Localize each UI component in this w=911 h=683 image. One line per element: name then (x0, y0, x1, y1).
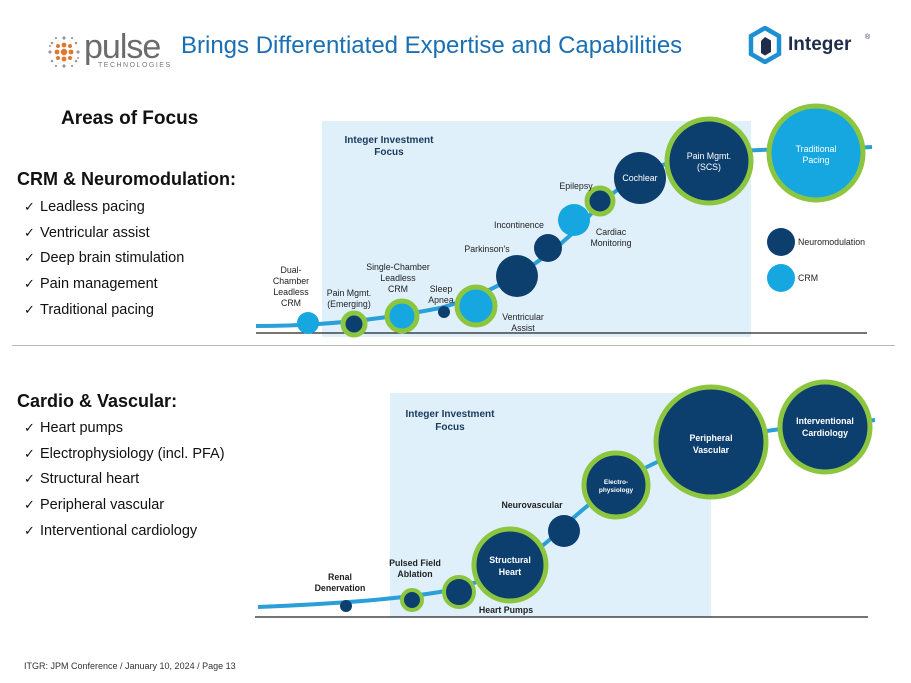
bubble-sleep-apnea (438, 306, 450, 318)
bubble-cochlear (614, 152, 666, 204)
label-single-chamber: Single-Chamber Leadless CRM (366, 262, 430, 294)
list-item: ✓ Structural heart (24, 466, 225, 492)
list-item: ✓ Interventional cardiology (24, 518, 225, 544)
list-item-label: Heart pumps (40, 420, 124, 436)
bubble-renal-denervation (340, 600, 352, 612)
list-item-label: Deep brain stimulation (40, 250, 185, 267)
legend-crm-label: CRM (798, 273, 818, 283)
label-pain-emerging: Pain Mgmt. (Emerging) (327, 288, 372, 309)
integer-hexagon-icon (748, 26, 782, 64)
list-item: ✓ Electrophysiology (incl. PFA) (24, 441, 225, 467)
bubble-interventional-cardiology (777, 379, 873, 475)
list-item: ✓ Leadless pacing (24, 194, 184, 220)
bubble-single-chamber (384, 298, 420, 334)
list-item-label: Interventional cardiology (40, 522, 198, 539)
bubble-traditional-pacing (766, 103, 866, 203)
list-item: ✓ Peripheral vascular (24, 492, 225, 518)
integer-logo-mark: ® (865, 34, 871, 41)
pulse-logo-word: pulse (84, 28, 161, 66)
label-electrophysiology: Electro-physiology (599, 479, 634, 494)
list-item: ✓ Heart pumps (24, 415, 225, 441)
bubble-dual-chamber (297, 312, 319, 334)
list-item-label: Structural heart (40, 471, 140, 488)
list-item: ✓ Deep brain stimulation (24, 245, 184, 271)
bubble-pain-emerging (340, 310, 368, 338)
investment-box-title: Integer Investment Focus (345, 135, 435, 158)
label-epilepsy: Epilepsy (559, 181, 593, 191)
label-peripheral-vascular: Peripheral Vascular (689, 433, 732, 455)
label-pulsed-field-ablation: Pulsed Field Ablation (389, 558, 441, 579)
label-incontinence: Incontinence (494, 220, 544, 230)
bubble-neurovascular (548, 515, 580, 547)
label-pain-scs: Pain Mgmt. (SCS) (687, 151, 732, 172)
list-item-label: Pain management (40, 276, 158, 293)
bubble-pulsed-field-ablation (400, 588, 424, 612)
check-icon: ✓ (24, 445, 35, 461)
check-icon: ✓ (24, 497, 35, 513)
section-heading-crm: CRM & Neuromodulation: (17, 169, 236, 189)
list-item: ✓ Traditional pacing (24, 297, 184, 323)
legend-neuromodulation-label: Neuromodulation (798, 237, 865, 247)
list-item-label: Ventricular assist (40, 224, 150, 241)
check-icon: ✓ (24, 250, 35, 266)
label-dual-chamber: Dual-Chamber Leadless CRM (273, 265, 309, 308)
legend-crm-swatch (767, 264, 795, 292)
section-divider (12, 345, 895, 346)
label-cochlear: Cochlear (622, 173, 657, 183)
label-interventional-cardiology: Interventional Cardiology (796, 416, 854, 438)
cardio-focus-list: ✓ Heart pumps ✓ Electrophysiology (incl. P… (24, 415, 225, 543)
label-traditional-pacing: Traditional Pacing (796, 144, 837, 165)
page-footer: ITGR: JPM Conference / January 10, 2024 … (24, 661, 236, 671)
label-ventricular-assist: Ventricular Assist (502, 312, 544, 333)
check-icon: ✓ (24, 276, 35, 292)
integer-logo: Integer ® (748, 26, 878, 66)
label-cardiac-monitoring: Cardiac Monitoring (590, 227, 631, 248)
list-item-label: Electrophysiology (incl. PFA) (40, 445, 225, 462)
check-icon: ✓ (24, 199, 35, 214)
list-item-label: Leadless pacing (40, 199, 145, 215)
check-icon: ✓ (24, 224, 35, 240)
label-neurovascular: Neurovascular (501, 500, 563, 510)
check-icon: ✓ (24, 522, 35, 538)
check-icon: ✓ (24, 301, 35, 317)
bubble-epilepsy (584, 185, 616, 217)
list-item: ✓ Ventricular assist (24, 220, 184, 246)
label-parkinsons: Parkinson's (464, 244, 510, 254)
crm-focus-list: ✓ Leadless pacing ✓ Ventricular assist ✓ De… (24, 194, 184, 322)
investment-box-title: Integer Investment Focus (406, 409, 496, 433)
label-structural-heart: Structural Heart (489, 555, 531, 577)
pulse-logo-sub: TECHNOLOGIES (98, 62, 172, 69)
pulse-dots-icon (48, 36, 80, 68)
legend-neuromodulation-swatch (767, 228, 795, 256)
list-item-label: Peripheral vascular (40, 497, 165, 514)
pulse-technologies-logo: pulse TECHNOLOGIES (46, 28, 170, 72)
bubble-parkinsons (496, 255, 538, 297)
check-icon: ✓ (24, 471, 35, 487)
bubble-cardiac-monitoring (558, 204, 590, 236)
bubble-pain-scs (664, 116, 754, 206)
check-icon: ✓ (24, 420, 35, 435)
list-item: ✓ Pain management (24, 271, 184, 297)
section-heading-cardio: Cardio & Vascular: (17, 391, 178, 411)
bubble-heart-pumps (442, 575, 476, 609)
bubble-ventricular-assist (454, 284, 498, 328)
areas-of-focus-heading: Areas of Focus (61, 108, 199, 129)
integer-logo-word: Integer (788, 34, 852, 55)
bubble-peripheral-vascular (653, 384, 769, 500)
label-heart-pumps: Heart Pumps (479, 605, 533, 615)
bubble-structural-heart (471, 526, 549, 604)
bubble-electrophysiology (581, 450, 651, 520)
label-renal-denervation: Renal Denervation (315, 572, 366, 593)
label-sleep-apnea: Sleep Apnea (428, 284, 454, 305)
list-item-label: Traditional pacing (40, 301, 154, 318)
page-title: Brings Differentiated Expertise and Capa… (181, 32, 683, 59)
bubble-incontinence (534, 234, 562, 262)
